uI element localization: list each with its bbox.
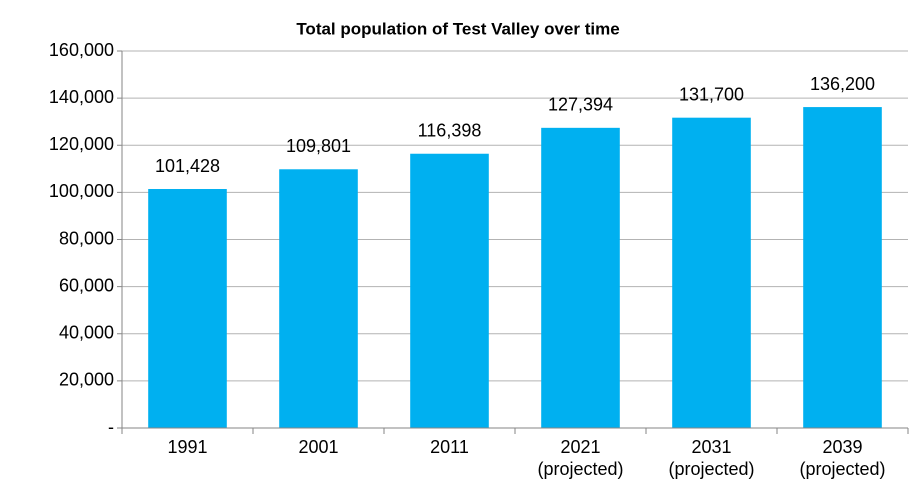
y-tick-label: 80,000 <box>59 228 114 248</box>
data-label: 136,200 <box>810 74 875 94</box>
y-tick-label: 120,000 <box>49 134 114 154</box>
bar <box>410 153 489 428</box>
data-label: 109,801 <box>286 136 351 156</box>
x-tick-label: 1991 <box>167 437 207 457</box>
chart-title: Total population of Test Valley over tim… <box>296 19 619 38</box>
y-tick-label: 100,000 <box>49 181 114 201</box>
data-label: 101,428 <box>155 156 220 176</box>
x-tick-label: 2031 (projected) <box>668 437 754 479</box>
bar <box>279 169 358 429</box>
y-tick-label: 40,000 <box>59 323 114 343</box>
bar <box>672 117 751 428</box>
y-tick-label: - <box>108 417 114 437</box>
x-tick-label: 2021 (projected) <box>537 437 623 479</box>
y-tick-label: 140,000 <box>49 87 114 107</box>
x-tick-label: 2039 (projected) <box>799 437 885 479</box>
x-tick-label: 2001 <box>298 437 338 457</box>
bar <box>803 107 882 429</box>
data-label: 131,700 <box>679 84 744 104</box>
y-tick-label: 60,000 <box>59 275 114 295</box>
y-tick-label: 160,000 <box>49 40 114 60</box>
bar <box>148 189 227 428</box>
bar <box>541 127 620 429</box>
data-label: 116,398 <box>418 120 482 140</box>
x-tick-label: 2011 <box>430 437 469 457</box>
data-label: 127,394 <box>548 95 613 115</box>
y-tick-label: 20,000 <box>59 370 114 390</box>
